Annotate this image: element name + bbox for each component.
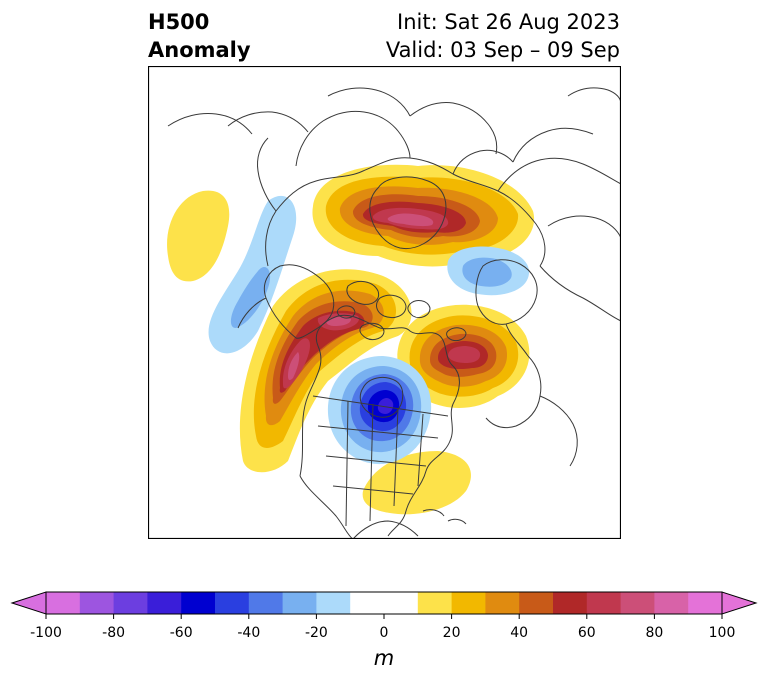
negative-anomaly-europe [447,246,530,296]
anomaly-fill [167,164,535,515]
title-init-date: Init: Sat 26 Aug 2023 [397,10,620,34]
title-valid-range: Valid: 03 Sep – 09 Sep [385,38,620,62]
map-frame [148,66,621,539]
colorbar-tick-label: 20 [442,625,461,641]
colorbar-segment [553,592,588,614]
colorbar-tick-label: -80 [102,625,126,641]
colorbar-segment [417,592,453,614]
chart-title-right: Init: Sat 26 Aug 2023 Valid: 03 Sep – 09… [386,8,620,64]
colorbar-segment [688,592,723,614]
colorbar-segment [215,592,250,614]
colorbar-tick-label: 100 [708,625,736,641]
colorbar-units: m [373,646,395,670]
title-field: Anomaly [148,38,251,62]
colorbar [10,591,758,619]
colorbar-segment [654,592,689,614]
positive-anomaly-arctic [312,164,535,267]
colorbar-segment [282,592,317,614]
colorbar-tick-label: 80 [645,625,664,641]
colorbar-tick-label: 60 [577,625,596,641]
colorbar-tick-label: 40 [510,625,529,641]
colorbar-segment [519,592,554,614]
coastlines [167,87,621,539]
colorbar-segment [384,592,419,614]
positive-anomaly-southeast [362,451,471,515]
colorbar-tick-label: 0 [379,625,389,641]
colorbar-segment [46,592,81,614]
colorbar-segments [46,592,723,614]
positive-anomaly-pacific [239,269,412,473]
chart-title-left: H500 Anomaly [148,8,251,64]
colorbar-over-arrow [721,591,758,615]
colorbar-segment [451,592,486,614]
positive-anomaly-atlantic [397,304,530,408]
colorbar-segment [147,592,182,614]
colorbar-tick-label: -60 [169,625,193,641]
colorbar-segment [316,592,351,614]
negative-anomaly-hudson [327,356,432,465]
colorbar-segment [350,592,385,614]
colorbar-tick-label: -20 [304,625,328,641]
positive-anomaly-far-pacific [167,190,230,282]
colorbar-tick-label: -100 [30,625,62,641]
colorbar-segment [485,592,520,614]
colorbar-tick-label: -40 [237,625,261,641]
colorbar-segment [248,592,284,614]
colorbar-segment [113,592,148,614]
colorbar-ticks [45,614,723,619]
colorbar-segment [181,592,216,614]
colorbar-segment [79,592,115,614]
colorbar-under-arrow [10,591,47,615]
colorbar-segment [620,592,655,614]
anomaly-map [148,66,621,539]
colorbar-segment [586,592,622,614]
title-variable: H500 [148,10,210,34]
negative-anomaly-pacific [208,195,297,354]
